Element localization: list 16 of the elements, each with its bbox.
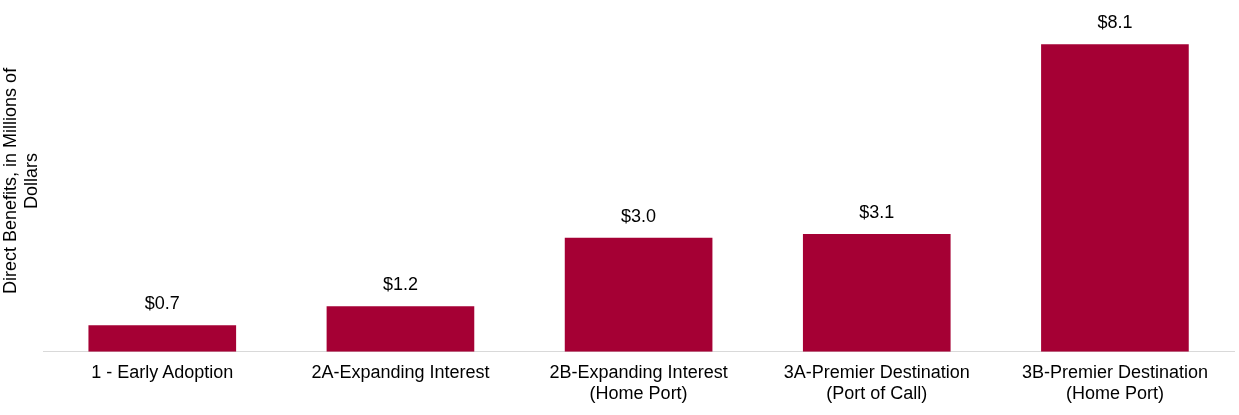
data-label: $3.0 [621,205,657,226]
x-tick-label: 1 - Early Adoption [91,361,234,382]
bar [1041,44,1189,352]
data-label: $8.1 [1097,12,1133,33]
bar [564,237,713,352]
x-tick-label: 2A-Expanding Interest [311,361,490,382]
x-tick-label: 2B-Expanding Interest (Home Port) [549,361,728,404]
data-label: $1.2 [382,274,418,295]
bar [802,234,951,352]
data-label: $0.7 [144,293,180,314]
y-axis-title: Direct Benefits, in Millions of Dollars [0,66,42,294]
bar [326,306,475,352]
x-tick-label: 3B-Premier Destination (Home Port) [1021,361,1208,404]
data-label: $3.1 [859,202,895,223]
bar [88,325,237,352]
x-tick-label: 3A-Premier Destination (Port of Call) [783,361,970,404]
